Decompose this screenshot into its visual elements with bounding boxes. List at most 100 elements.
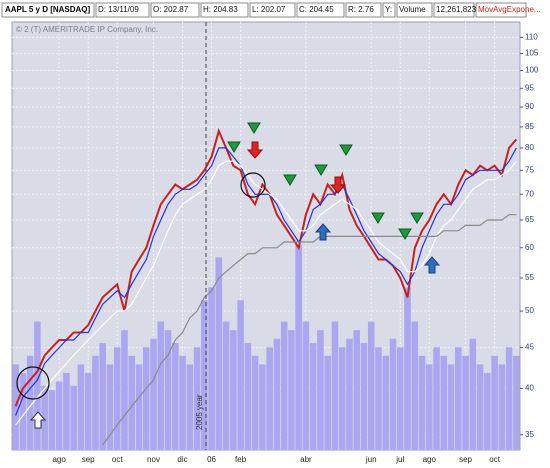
x-tick-label: oct: [112, 455, 123, 464]
volume-bar: [201, 300, 208, 450]
y-tick-label: 50: [525, 306, 534, 315]
header-box: [249, 2, 296, 18]
volume-bar: [84, 372, 92, 450]
volume-bar: [367, 321, 375, 450]
volume-bar: [215, 257, 223, 450]
volume-bar: [41, 385, 48, 450]
volume-bar: [360, 343, 368, 450]
volume-bar: [476, 364, 484, 450]
volume-bar: [186, 364, 194, 450]
volume-bar: [389, 338, 397, 450]
volume-bar: [179, 355, 186, 450]
header-box: [382, 2, 396, 18]
x-tick-label: nov: [147, 455, 160, 464]
volume-bar: [302, 321, 310, 450]
volume-bar: [411, 321, 419, 450]
y-tick-label: 95: [525, 83, 534, 92]
header-box: [95, 2, 150, 18]
volume-bar: [172, 343, 179, 450]
x-tick-label: jul: [395, 455, 404, 464]
header-box: [396, 2, 433, 18]
x-tick-label: 06: [207, 455, 216, 464]
volume-bar: [404, 287, 411, 450]
x-tick-label: ago: [52, 455, 66, 464]
volume-bar: [513, 355, 520, 450]
volume-bar: [12, 364, 19, 450]
x-tick-label: oct: [489, 455, 500, 464]
y-tick-label: 85: [525, 122, 534, 131]
volume-bar: [150, 338, 157, 450]
volume-bar: [498, 364, 506, 450]
y-tick-label: 80: [525, 143, 534, 152]
x-tick-label: sep: [459, 455, 472, 464]
y-tick-label: 60: [525, 243, 534, 252]
up-arrow: [314, 223, 441, 274]
y-tick-label: 65: [525, 215, 534, 224]
volume-bar: [70, 385, 77, 450]
volume-bar: [455, 347, 462, 450]
volume-bar: [382, 355, 390, 450]
header-box: [345, 2, 382, 18]
volume-bar: [55, 381, 63, 450]
volume-bar: [280, 321, 288, 450]
volume-bar: [113, 347, 121, 450]
header-field: C: 204.45: [299, 5, 334, 14]
volume-bar: [251, 355, 259, 450]
highlight-circle: [240, 172, 266, 198]
volume-bar: [346, 338, 353, 450]
volume-bar: [230, 330, 237, 450]
y-tick-label: 40: [525, 384, 534, 393]
header-box: [475, 2, 527, 18]
header-box: [433, 2, 475, 18]
volume-bar: [462, 355, 469, 450]
volume-bar: [19, 372, 27, 450]
volume-bar: [266, 347, 273, 450]
header-field: MovAvgExpone...: [478, 5, 541, 14]
y-tick-label: 110: [525, 33, 538, 42]
price-line: [15, 147, 517, 416]
volume-bar: [26, 355, 34, 450]
header-field: L: 202.07: [252, 5, 286, 14]
volume-bar: [273, 338, 281, 450]
volume-bar: [121, 330, 128, 450]
volume-bar: [353, 330, 360, 450]
volume-bar: [295, 244, 302, 450]
header-field: Y:: [385, 5, 392, 14]
year-annotation: 2005 year: [195, 394, 204, 430]
volume-bar: [63, 372, 70, 450]
y-tick-label: 90: [525, 102, 534, 111]
volume-bar: [469, 338, 477, 450]
header-field: D: 13/11/09: [98, 5, 139, 14]
volume-bar: [106, 364, 114, 450]
volume-bar: [317, 330, 324, 450]
price-line: [15, 160, 517, 426]
x-tick-label: dic: [177, 455, 187, 464]
volume-bar: [324, 355, 331, 450]
down-arrow: [246, 141, 347, 194]
y-tick-label: 45: [525, 343, 534, 352]
highlight-circle: [16, 366, 50, 400]
header-box: [150, 2, 200, 18]
volume-bar: [164, 330, 172, 450]
volume-bar: [491, 355, 498, 450]
header-field: 12,261,823: [436, 5, 477, 14]
volume-bar: [426, 364, 433, 450]
header-field: O: 202.87: [153, 5, 189, 14]
up-arrow: [29, 411, 47, 429]
volume-bar: [440, 355, 448, 450]
volume-bar: [34, 321, 41, 450]
y-tick-label: 35: [525, 430, 534, 439]
volume-bar: [338, 347, 346, 450]
y-tick-label: 105: [525, 49, 539, 58]
header-field: H: 204.83: [203, 5, 238, 14]
y-tick-label: 70: [525, 189, 534, 198]
volume-bar: [375, 347, 382, 450]
volume-bar: [135, 364, 143, 450]
volume-bar: [142, 347, 150, 450]
volume-bar: [208, 287, 215, 450]
x-tick-label: abr: [300, 455, 312, 464]
volume-bar: [244, 343, 252, 450]
x-tick-label: ago: [423, 455, 437, 464]
volume-bar: [396, 347, 404, 450]
